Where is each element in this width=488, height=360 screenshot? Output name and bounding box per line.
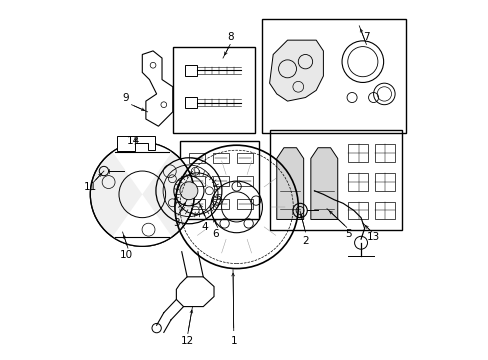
Text: 13: 13 xyxy=(366,232,380,242)
Text: 9: 9 xyxy=(122,93,129,103)
Bar xyxy=(212,176,228,186)
Bar xyxy=(269,130,402,230)
Wedge shape xyxy=(112,194,172,246)
Bar xyxy=(237,176,253,186)
Text: 11: 11 xyxy=(83,182,97,192)
Wedge shape xyxy=(112,142,172,194)
Circle shape xyxy=(180,182,198,200)
Bar xyxy=(185,64,196,76)
Polygon shape xyxy=(117,135,155,150)
Bar xyxy=(172,47,255,134)
Bar xyxy=(262,19,405,134)
Text: 2: 2 xyxy=(302,236,308,246)
Bar xyxy=(375,173,394,191)
Bar xyxy=(188,176,204,186)
Bar xyxy=(188,153,204,163)
Bar xyxy=(237,199,253,209)
Text: 10: 10 xyxy=(120,250,132,260)
Bar xyxy=(237,153,253,163)
Bar xyxy=(348,173,367,191)
Text: 12: 12 xyxy=(180,336,193,346)
Bar xyxy=(348,202,367,220)
Text: 7: 7 xyxy=(363,32,369,41)
Text: 14: 14 xyxy=(126,136,140,145)
Text: 5: 5 xyxy=(345,229,351,239)
Bar xyxy=(212,199,228,209)
Bar xyxy=(185,97,196,108)
Bar xyxy=(375,202,394,220)
Polygon shape xyxy=(310,148,337,220)
Bar xyxy=(348,144,367,162)
Text: 4: 4 xyxy=(202,222,208,231)
Text: 6: 6 xyxy=(212,229,219,239)
Polygon shape xyxy=(269,40,323,101)
Bar xyxy=(180,140,258,220)
Text: 8: 8 xyxy=(226,32,233,41)
Bar xyxy=(188,199,204,209)
Bar xyxy=(212,153,228,163)
Bar xyxy=(375,144,394,162)
Polygon shape xyxy=(276,148,303,220)
Circle shape xyxy=(90,142,194,246)
Polygon shape xyxy=(142,51,172,126)
Text: 1: 1 xyxy=(230,336,237,346)
Polygon shape xyxy=(176,277,214,307)
Text: 3: 3 xyxy=(173,218,179,228)
